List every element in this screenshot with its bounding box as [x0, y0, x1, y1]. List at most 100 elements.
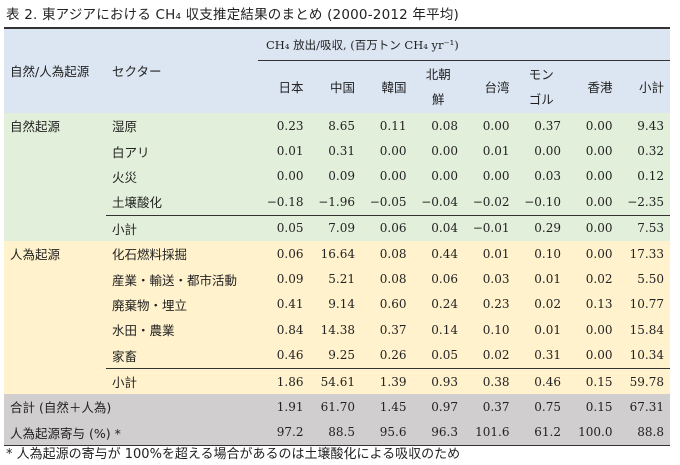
value-cell: 14.38 — [309, 317, 361, 343]
value-cell: 9.14 — [309, 291, 361, 318]
table-row: 火災 0.00 0.09 0.00 0.00 0.00 0.03 0.00 0.12 — [4, 163, 670, 190]
sector-cell: 水田・農業 — [106, 317, 258, 343]
value-cell: 0.08 — [361, 266, 413, 292]
column-header: 台湾 — [464, 60, 516, 113]
value-cell: 67.31 — [618, 394, 670, 420]
value-cell: 0.00 — [361, 138, 413, 164]
value-cell: −0.02 — [464, 189, 516, 216]
column-header: 小計 — [618, 60, 670, 113]
value-cell: 0.15 — [567, 367, 619, 395]
unit-header: CH₄ 放出/吸収, (百万トン CH₄ yr⁻¹) — [258, 28, 670, 61]
subtotal-row: 小計 1.86 54.61 1.39 0.93 0.38 0.46 0.15 59.78 — [4, 367, 670, 395]
value-cell: 0.05 — [412, 342, 464, 369]
origin-cell: 自然起源 — [4, 113, 106, 139]
value-cell: 0.00 — [258, 163, 310, 190]
value-cell: 0.08 — [361, 240, 413, 267]
value-cell: 9.25 — [309, 342, 361, 369]
table-row: 土壌酸化 −0.18 −1.96 −0.05 −0.04 −0.02 −0.10 0.00 −2… — [4, 189, 670, 216]
value-cell: 0.00 — [412, 163, 464, 190]
value-cell: 0.03 — [515, 163, 567, 190]
sector-cell: 廃棄物・埋立 — [106, 291, 258, 318]
value-cell: 0.00 — [515, 138, 567, 164]
value-cell: −0.01 — [464, 214, 516, 241]
value-cell: 0.01 — [515, 266, 567, 292]
value-cell: 101.6 — [464, 419, 516, 446]
value-cell: 15.84 — [618, 317, 670, 343]
value-cell: 0.06 — [361, 214, 413, 241]
value-cell: 0.31 — [515, 342, 567, 369]
value-cell: 0.44 — [412, 240, 464, 267]
sector-cell: 白アリ — [106, 138, 258, 164]
value-cell: 1.39 — [361, 367, 413, 395]
value-cell: 0.97 — [412, 394, 464, 420]
origin-cell — [4, 215, 106, 241]
value-cell: 61.2 — [515, 419, 567, 446]
value-cell: −0.04 — [412, 189, 464, 216]
value-cell: 97.2 — [258, 419, 310, 446]
table-title: 表 2. 東アジアにおける CH₄ 収支推定結果のまとめ (2000-2012 … — [6, 7, 459, 23]
value-cell: 0.01 — [258, 138, 310, 164]
origin-cell — [4, 189, 106, 216]
column-header-label: 北朝鮮 — [425, 67, 451, 107]
sector-cell: 火災 — [106, 163, 258, 190]
value-cell: 0.15 — [567, 394, 619, 420]
value-cell: 0.11 — [361, 113, 413, 139]
value-cell: −0.05 — [361, 189, 413, 216]
table-row: 水田・農業 0.84 14.38 0.37 0.14 0.10 0.01 0.00 15.84 — [4, 317, 670, 343]
value-cell: 0.06 — [412, 266, 464, 292]
value-cell: 0.93 — [412, 367, 464, 395]
value-cell: 0.01 — [515, 317, 567, 343]
value-cell: 0.01 — [464, 240, 516, 267]
value-cell: 0.02 — [567, 266, 619, 292]
value-cell: 0.04 — [412, 214, 464, 241]
value-cell: 8.65 — [309, 113, 361, 139]
value-cell: 0.32 — [618, 138, 670, 164]
value-cell: 5.21 — [309, 266, 361, 292]
value-cell: 9.43 — [618, 113, 670, 139]
value-cell: 59.78 — [618, 367, 670, 395]
value-cell: 0.09 — [309, 163, 361, 190]
value-cell: 0.00 — [567, 138, 619, 164]
total-label: 合計 (自然＋人為) — [4, 394, 258, 420]
footnote: * 人為起源の寄与が 100%を超える場合があるのは土壌酸化による吸収のため — [6, 447, 461, 462]
value-cell: −0.18 — [258, 189, 310, 216]
value-cell: 0.00 — [464, 113, 516, 139]
sector-cell: 小計 — [106, 367, 258, 395]
value-cell: 0.00 — [567, 214, 619, 241]
column-header: 日本 — [258, 60, 310, 113]
value-cell: 0.00 — [567, 342, 619, 369]
value-cell: 54.61 — [309, 367, 361, 395]
ch4-budget-table: 自然/人為起源 セクター CH₄ 放出/吸収, (百万トン CH₄ yr⁻¹) … — [4, 27, 670, 447]
value-cell: 0.06 — [258, 240, 310, 267]
value-cell: 0.46 — [258, 342, 310, 369]
value-cell: 0.10 — [515, 240, 567, 267]
value-cell: 88.8 — [618, 419, 670, 446]
value-cell: −1.96 — [309, 189, 361, 216]
value-cell: 0.75 — [515, 394, 567, 420]
value-cell: 0.09 — [258, 266, 310, 292]
subtotal-row: 小計 0.05 7.09 0.06 0.04 −0.01 0.29 0.00 7.53 — [4, 214, 670, 241]
value-cell: 0.23 — [258, 113, 310, 139]
origin-cell — [4, 342, 106, 369]
value-cell: 0.37 — [361, 317, 413, 343]
value-cell: 0.12 — [618, 163, 670, 190]
value-cell: 16.64 — [309, 240, 361, 267]
origin-cell — [4, 266, 106, 292]
value-cell: 0.08 — [412, 113, 464, 139]
value-cell: 1.86 — [258, 367, 310, 395]
value-cell: −2.35 — [618, 189, 670, 216]
value-cell: 0.02 — [464, 342, 516, 369]
table-row: 人為起源 化石燃料採掘 0.06 16.64 0.08 0.44 0.01 0.10 0.00 1… — [4, 240, 670, 267]
column-header-label: モンゴル — [528, 67, 554, 107]
value-cell: 0.00 — [567, 240, 619, 267]
sector-header: セクター — [106, 28, 258, 113]
sector-cell: 化石燃料採掘 — [106, 240, 258, 267]
value-cell: 0.84 — [258, 317, 310, 343]
value-cell: 7.09 — [309, 214, 361, 241]
value-cell: 0.31 — [309, 138, 361, 164]
value-cell: 0.02 — [515, 291, 567, 318]
total-row: 合計 (自然＋人為) 1.91 61.70 1.45 0.97 0.37 0.75 0.15 6… — [4, 394, 670, 420]
value-cell: 0.10 — [464, 317, 516, 343]
origin-header: 自然/人為起源 — [4, 28, 106, 113]
origin-cell — [4, 138, 106, 164]
